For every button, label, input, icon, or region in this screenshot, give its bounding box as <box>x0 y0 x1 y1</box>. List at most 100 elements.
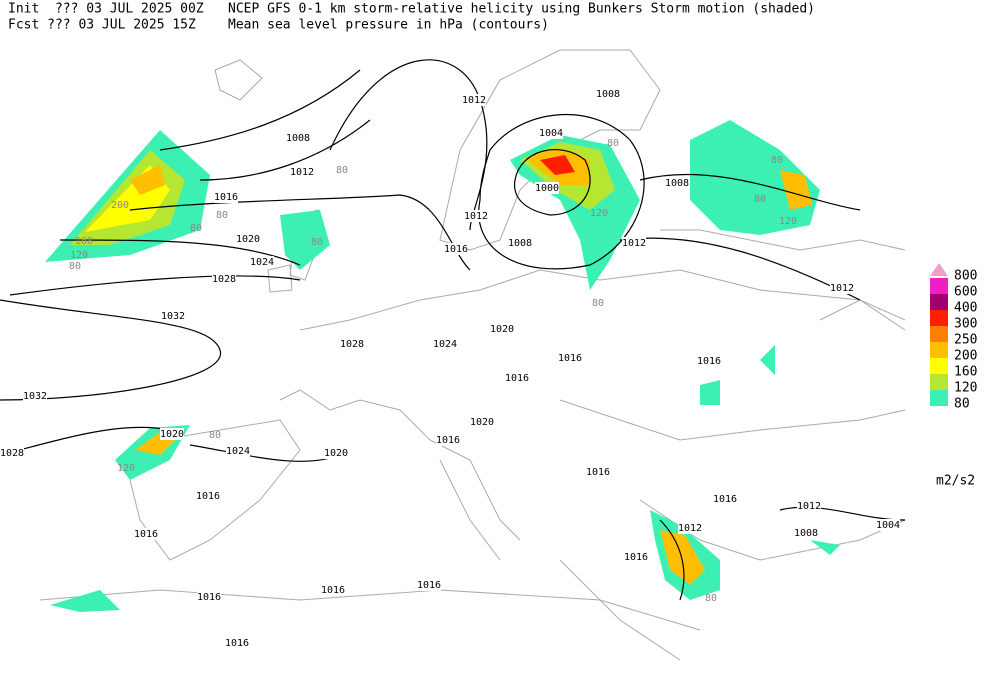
isobar-label: 1004 <box>876 520 900 531</box>
isobar-label-bg <box>470 416 494 428</box>
shaded-area <box>280 210 330 270</box>
shaded-area <box>50 590 120 612</box>
isobar-label-bg <box>236 233 260 245</box>
isobar-label-bg <box>321 584 345 596</box>
isobar-label: 1000 <box>535 183 559 194</box>
helicity-label: 120 <box>117 463 135 474</box>
isobar-label: 1028 <box>340 339 364 350</box>
isobar <box>514 149 591 216</box>
legend-swatch <box>930 358 948 374</box>
helicity-label: 120 <box>779 216 797 227</box>
isobar-label: 1024 <box>433 339 457 350</box>
isobar-label: 1028 <box>0 448 24 459</box>
isobar-label-bg <box>665 177 689 189</box>
isobar-label-bg <box>160 428 184 440</box>
subtitle: Mean sea level pressure in hPa (contours… <box>228 18 549 33</box>
isobar-label-bg <box>212 273 236 285</box>
isobar-label-bg <box>462 94 486 106</box>
isobar-label: 1012 <box>462 95 486 106</box>
isobar-label: 1016 <box>697 356 721 367</box>
helicity-label: 80 <box>705 593 717 604</box>
isobar-label-bg <box>23 390 47 402</box>
isobar-label-bg <box>197 591 221 603</box>
coastline <box>279 389 521 561</box>
legend-swatch <box>930 326 948 342</box>
isobar-label-bg <box>417 579 441 591</box>
isobar-label-bg <box>508 237 532 249</box>
isobar <box>129 194 471 271</box>
legend-label: 600 <box>954 285 977 300</box>
isobar-label: 1016 <box>586 467 610 478</box>
legend-swatch <box>930 310 948 326</box>
isobar-label: 1016 <box>214 192 238 203</box>
shaded-area <box>690 120 820 235</box>
legend-swatch <box>930 278 948 294</box>
legend-unit: m2/s2 <box>936 474 975 489</box>
isobar-label-bg <box>794 527 818 539</box>
legend-swatch <box>930 390 948 406</box>
isobar-label-bg <box>444 243 468 255</box>
isobar-label-bg <box>161 310 185 322</box>
helicity-label: 80 <box>771 155 783 166</box>
isobar-label-bg <box>830 282 854 294</box>
isobar <box>9 239 301 296</box>
legend-label: 200 <box>954 349 977 364</box>
isobar-label-bg <box>226 445 250 457</box>
isobar <box>478 113 645 270</box>
title: NCEP GFS 0-1 km storm-relative helicity … <box>228 2 815 17</box>
isobar-label-bg <box>0 447 24 459</box>
isobar <box>159 69 371 181</box>
isobar-label: 1032 <box>23 391 47 402</box>
isobar-label-bg <box>713 493 737 505</box>
isobar-label-bg <box>250 256 274 268</box>
helicity-label: 80 <box>336 165 348 176</box>
isobar-label-bg <box>876 519 900 531</box>
helicity-label: 200 <box>111 200 129 211</box>
isobar-label-bg <box>505 372 529 384</box>
isobar-label: 1024 <box>226 446 250 457</box>
isobar-label-bg <box>214 191 238 203</box>
isobar-label-bg <box>697 355 721 367</box>
isobar-label: 1016 <box>436 435 460 446</box>
isobar-label: 1016 <box>713 494 737 505</box>
legend-label: 400 <box>954 301 977 316</box>
isobar-label-bg <box>433 338 457 350</box>
isobar-label-bg <box>490 323 514 335</box>
isobar-label: 1020 <box>160 429 184 440</box>
isobar-label-bg <box>797 500 821 512</box>
isobar-label-bg <box>340 338 364 350</box>
isobar-label-bg <box>436 434 460 446</box>
shaded-area <box>780 170 812 210</box>
helicity-label: 120 <box>70 250 88 261</box>
isobar-label-bg <box>134 528 158 540</box>
helicity-shading <box>45 120 840 612</box>
isobar-label: 1016 <box>444 244 468 255</box>
isobar-label-bg <box>196 490 220 502</box>
isobar-label: 1020 <box>236 234 260 245</box>
legend-label: 250 <box>954 333 977 348</box>
helicity-label: 160 <box>75 236 93 247</box>
coastline <box>39 559 701 661</box>
isobar-label-bg <box>539 127 563 139</box>
isobar-label: 1012 <box>290 167 314 178</box>
legend-label: 160 <box>954 365 977 380</box>
isobar-label-bg <box>586 466 610 478</box>
coastline <box>299 269 906 331</box>
legend-label: 300 <box>954 317 977 332</box>
isobar-label: 1016 <box>624 552 648 563</box>
isobar <box>329 59 488 231</box>
isobar-label: 1016 <box>558 353 582 364</box>
isobar-label-bg <box>624 551 648 563</box>
helicity-label: 80 <box>607 138 619 149</box>
legend-swatch <box>930 374 948 390</box>
isobar-label: 1008 <box>665 178 689 189</box>
helicity-label: 80 <box>209 430 221 441</box>
forecast-time: Fcst ??? 03 JUL 2025 15Z <box>8 18 196 33</box>
legend-label: 80 <box>954 397 970 412</box>
isobar <box>0 299 221 401</box>
isobar-label: 1008 <box>286 133 310 144</box>
isobar-label: 1028 <box>212 274 236 285</box>
isobar-label: 1032 <box>161 311 185 322</box>
isobar-label-bg <box>464 210 488 222</box>
